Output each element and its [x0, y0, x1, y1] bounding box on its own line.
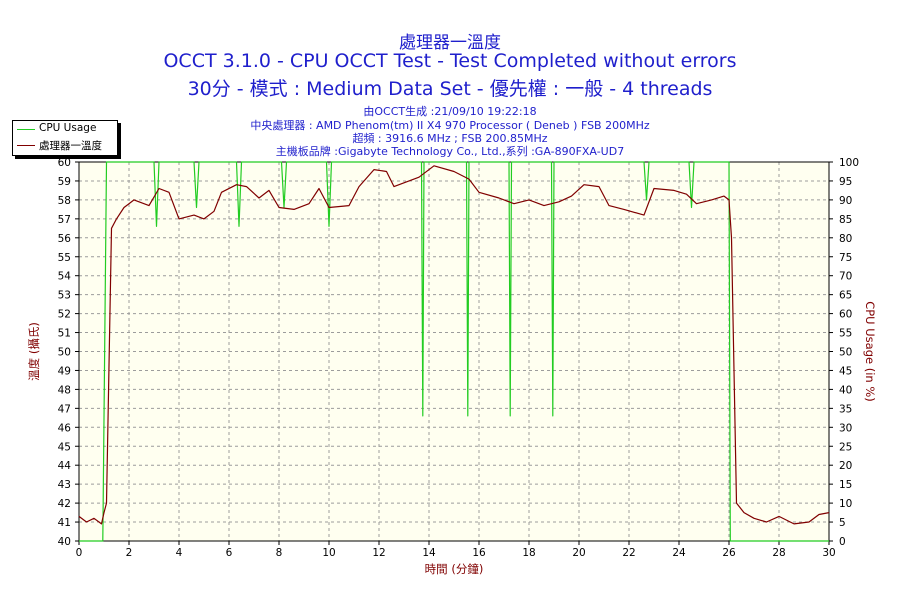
x-axis-title: 時間 (分鐘)	[425, 562, 484, 576]
y-left-tick-label: 54	[58, 271, 72, 283]
legend-label-cpu-usage: CPU Usage	[39, 122, 97, 134]
y-left-axis-title: 溫度 (攝氏)	[27, 322, 41, 381]
y-right-tick-label: 20	[839, 460, 852, 472]
y-left-tick-label: 51	[58, 328, 71, 340]
chart-legend: CPU Usage 處理器一溫度	[12, 120, 118, 156]
y-right-tick-label: 95	[839, 176, 852, 188]
y-left-tick-label: 58	[58, 195, 71, 207]
x-tick-label: 30	[822, 547, 835, 559]
y-left-tick-label: 44	[58, 460, 72, 472]
y-right-axis-title: CPU Usage (in %)	[863, 301, 877, 402]
x-tick-label: 28	[772, 547, 785, 559]
y-left-tick-label: 53	[58, 290, 71, 302]
y-left-tick-label: 45	[58, 441, 71, 453]
y-right-tick-label: 80	[839, 233, 852, 245]
series-line-temperature	[78, 165, 830, 525]
x-tick-label: 0	[76, 547, 83, 559]
y-left-tick-label: 40	[58, 536, 71, 548]
y-right-tick-label: 65	[839, 290, 852, 302]
legend-item-cpu-usage: CPU Usage	[13, 122, 117, 137]
y-right-tick-label: 100	[839, 157, 859, 169]
y-right-tick-label: 40	[839, 384, 852, 396]
y-left-tick-label: 42	[58, 498, 71, 510]
y-right-tick-label: 60	[839, 309, 852, 321]
y-right-tick-label: 10	[839, 498, 852, 510]
x-tick-label: 10	[322, 547, 335, 559]
x-tick-label: 6	[226, 547, 233, 559]
legend-label-temperature: 處理器一溫度	[39, 140, 102, 152]
generated-by-line: 由OCCT生成 :21/09/10 19:22:18	[363, 105, 537, 118]
x-tick-label: 26	[722, 547, 736, 559]
y-right-tick-label: 25	[839, 441, 852, 453]
y-left-tick-label: 48	[58, 384, 71, 396]
x-tick-label: 16	[472, 547, 486, 559]
y-right-tick-label: 15	[839, 479, 852, 491]
y-left-tick-label: 57	[58, 214, 71, 226]
y-left-tick-label: 49	[58, 365, 71, 377]
series-line-cpu-usage	[79, 161, 829, 542]
y-right-tick-label: 30	[839, 422, 852, 434]
x-tick-label: 2	[126, 547, 133, 559]
legend-swatch-temperature	[17, 145, 35, 146]
y-left-tick-label: 43	[58, 479, 71, 491]
x-tick-label: 14	[422, 547, 436, 559]
y-right-tick-label: 45	[839, 365, 852, 377]
y-left-tick-label: 46	[58, 422, 72, 434]
cpu-info-line: 中央處理器 : AMD Phenom(tm) II X4 970 Process…	[250, 119, 650, 132]
y-left-tick-label: 41	[58, 517, 71, 529]
clock-info-line: 超頻 : 3916.6 MHz ; FSB 200.85MHz	[352, 132, 548, 145]
y-right-tick-label: 70	[839, 271, 852, 283]
y-left-tick-label: 60	[58, 157, 71, 169]
x-tick-label: 12	[372, 547, 385, 559]
legend-item-temperature: 處理器一溫度	[13, 138, 117, 153]
y-right-tick-label: 35	[839, 403, 852, 415]
chart-title: 處理器一溫度	[399, 33, 501, 53]
y-right-tick-label: 75	[839, 252, 852, 264]
y-right-tick-label: 55	[839, 328, 852, 340]
legend-swatch-cpu-usage	[17, 129, 35, 130]
chart-subtitle-test: OCCT 3.1.0 - CPU OCCT Test - Test Comple…	[163, 50, 737, 72]
y-right-tick-label: 90	[839, 195, 852, 207]
y-left-tick-label: 47	[58, 403, 71, 415]
y-right-tick-label: 5	[839, 517, 846, 529]
x-tick-label: 18	[522, 547, 535, 559]
y-right-tick-label: 85	[839, 214, 852, 226]
y-right-tick-label: 0	[839, 536, 846, 548]
y-left-tick-label: 59	[58, 176, 71, 188]
motherboard-info-line: 主機板品牌 :Gigabyte Technology Co., Ltd.,系列 …	[275, 145, 625, 158]
x-tick-label: 22	[622, 547, 635, 559]
chart-subtitle-mode: 30分 - 模式 : Medium Data Set - 優先權 : 一般 - …	[187, 78, 713, 100]
x-tick-label: 4	[176, 547, 183, 559]
y-left-tick-label: 52	[58, 309, 71, 321]
x-tick-label: 20	[572, 547, 585, 559]
y-left-tick-label: 56	[58, 233, 72, 245]
y-left-tick-label: 55	[58, 252, 71, 264]
x-tick-label: 8	[276, 547, 283, 559]
y-right-tick-label: 50	[839, 347, 852, 359]
y-left-tick-label: 50	[58, 347, 71, 359]
x-tick-label: 24	[672, 547, 686, 559]
